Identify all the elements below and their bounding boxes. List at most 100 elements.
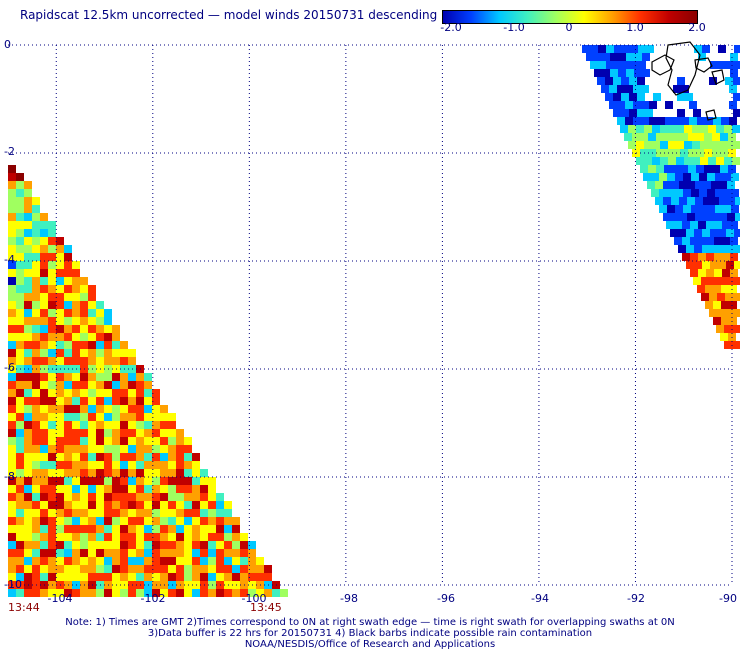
- wind-cell: [96, 405, 104, 413]
- wind-cell: [64, 245, 72, 253]
- wind-cell: [208, 549, 216, 557]
- wind-cell: [712, 165, 720, 173]
- wind-cell: [713, 317, 721, 325]
- wind-cell: [680, 165, 688, 173]
- wind-cell: [224, 557, 232, 565]
- wind-cell: [32, 197, 40, 205]
- wind-cell: [184, 493, 192, 501]
- wind-cell: [128, 437, 136, 445]
- wind-cell: [676, 125, 684, 133]
- wind-cell: [208, 509, 216, 517]
- wind-cell: [642, 53, 650, 61]
- wind-cell: [646, 45, 654, 53]
- wind-cell: [64, 549, 72, 557]
- wind-cell: [120, 397, 128, 405]
- wind-cell: [707, 173, 715, 181]
- wind-cell: [232, 549, 240, 557]
- wind-cell: [24, 389, 32, 397]
- wind-cell: [675, 205, 683, 213]
- wind-cell: [8, 221, 16, 229]
- wind-cell: [144, 389, 152, 397]
- wind-cell: [727, 213, 735, 221]
- wind-cell: [112, 437, 120, 445]
- wind-cell: [8, 573, 16, 581]
- wind-cell: [718, 261, 726, 269]
- wind-cell: [16, 461, 24, 469]
- wind-cell: [16, 173, 24, 181]
- wind-cell: [40, 477, 48, 485]
- wind-cell: [622, 45, 630, 53]
- wind-cell: [80, 309, 88, 317]
- wind-cell: [621, 109, 629, 117]
- wind-cell: [152, 405, 160, 413]
- wind-cell: [120, 565, 128, 573]
- wind-cell: [80, 341, 88, 349]
- wind-cell: [40, 413, 48, 421]
- wind-cell: [152, 525, 160, 533]
- wind-cell: [56, 293, 64, 301]
- wind-cell: [48, 525, 56, 533]
- wind-cell: [80, 349, 88, 357]
- wind-cell: [208, 533, 216, 541]
- wind-cell: [48, 285, 56, 293]
- wind-cell: [72, 485, 80, 493]
- wind-cell: [40, 389, 48, 397]
- wind-cell: [208, 589, 216, 597]
- wind-cell: [136, 413, 144, 421]
- wind-cell: [24, 325, 32, 333]
- wind-cell: [176, 453, 184, 461]
- wind-cell: [24, 189, 32, 197]
- wind-cell: [613, 93, 621, 101]
- wind-cell: [144, 533, 152, 541]
- wind-cell: [16, 477, 24, 485]
- wind-cell: [48, 229, 56, 237]
- wind-cell: [120, 549, 128, 557]
- wind-cell: [48, 317, 56, 325]
- wind-cell: [16, 245, 24, 253]
- wind-cell: [708, 141, 716, 149]
- wind-cell: [729, 285, 737, 293]
- wind-cell: [40, 341, 48, 349]
- wind-cell: [88, 381, 96, 389]
- wind-cell: [8, 373, 16, 381]
- wind-cell: [232, 525, 240, 533]
- wind-cell: [724, 341, 732, 349]
- wind-cell: [726, 229, 734, 237]
- wind-cell: [104, 397, 112, 405]
- wind-cell: [144, 397, 152, 405]
- wind-cell: [24, 461, 32, 469]
- wind-cell: [720, 133, 728, 141]
- wind-cell: [80, 357, 88, 365]
- wind-cell: [690, 269, 698, 277]
- wind-cell: [40, 221, 48, 229]
- wind-cell: [24, 269, 32, 277]
- wind-cell: [674, 221, 682, 229]
- wind-cell: [232, 589, 240, 597]
- wind-cell: [136, 501, 144, 509]
- wind-cell: [72, 509, 80, 517]
- wind-cell: [32, 397, 40, 405]
- wind-cell: [48, 397, 56, 405]
- wind-cell: [120, 509, 128, 517]
- wind-cell: [16, 197, 24, 205]
- wind-cell: [16, 373, 24, 381]
- wind-cell: [144, 437, 152, 445]
- wind-cell: [80, 445, 88, 453]
- wind-cell: [80, 325, 88, 333]
- wind-cell: [48, 237, 56, 245]
- wind-cell: [8, 533, 16, 541]
- wind-cell: [232, 533, 240, 541]
- wind-cell: [8, 429, 16, 437]
- wind-cell: [64, 525, 72, 533]
- wind-cell: [652, 141, 660, 149]
- wind-cell: [120, 525, 128, 533]
- wind-cell: [88, 541, 96, 549]
- wind-cell: [40, 261, 48, 269]
- wind-cell: [676, 157, 684, 165]
- wind-cell: [719, 181, 727, 189]
- wind-cell: [24, 245, 32, 253]
- wind-cell: [48, 277, 56, 285]
- wind-cell: [120, 445, 128, 453]
- wind-cell: [16, 221, 24, 229]
- wind-cell: [80, 573, 88, 581]
